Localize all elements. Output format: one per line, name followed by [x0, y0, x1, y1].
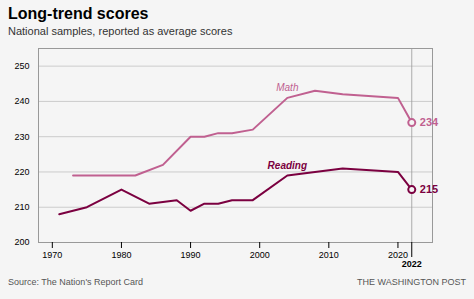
- svg-text:1970: 1970: [42, 250, 62, 260]
- svg-text:2010: 2010: [319, 250, 339, 260]
- html-text:THE WASHINGTON POST: THE WASHINGTON POST: [357, 277, 466, 287]
- html-text:National samples, reported as: National samples, reported as average sc…: [8, 25, 233, 37]
- svg-text:200: 200: [14, 237, 29, 247]
- svg-text:2022: 2022: [402, 259, 422, 269]
- svg-text:Math: Math: [276, 82, 299, 93]
- svg-text:230: 230: [14, 132, 29, 142]
- svg-text:220: 220: [14, 167, 29, 177]
- svg-text:2000: 2000: [250, 250, 270, 260]
- html-text:Long-trend scores: Long-trend scores: [8, 5, 149, 22]
- svg-text:210: 210: [14, 202, 29, 212]
- svg-text:234: 234: [420, 116, 439, 128]
- svg-text:1980: 1980: [111, 250, 131, 260]
- svg-text:2020: 2020: [387, 249, 408, 260]
- html-text:Source: The Nation's Report Ca: Source: The Nation's Report Card: [8, 277, 144, 287]
- svg-text:240: 240: [14, 96, 29, 106]
- svg-text:250: 250: [14, 61, 29, 71]
- svg-text:1990: 1990: [181, 250, 201, 260]
- svg-text:Reading: Reading: [268, 160, 307, 171]
- svg-text:215: 215: [420, 183, 438, 195]
